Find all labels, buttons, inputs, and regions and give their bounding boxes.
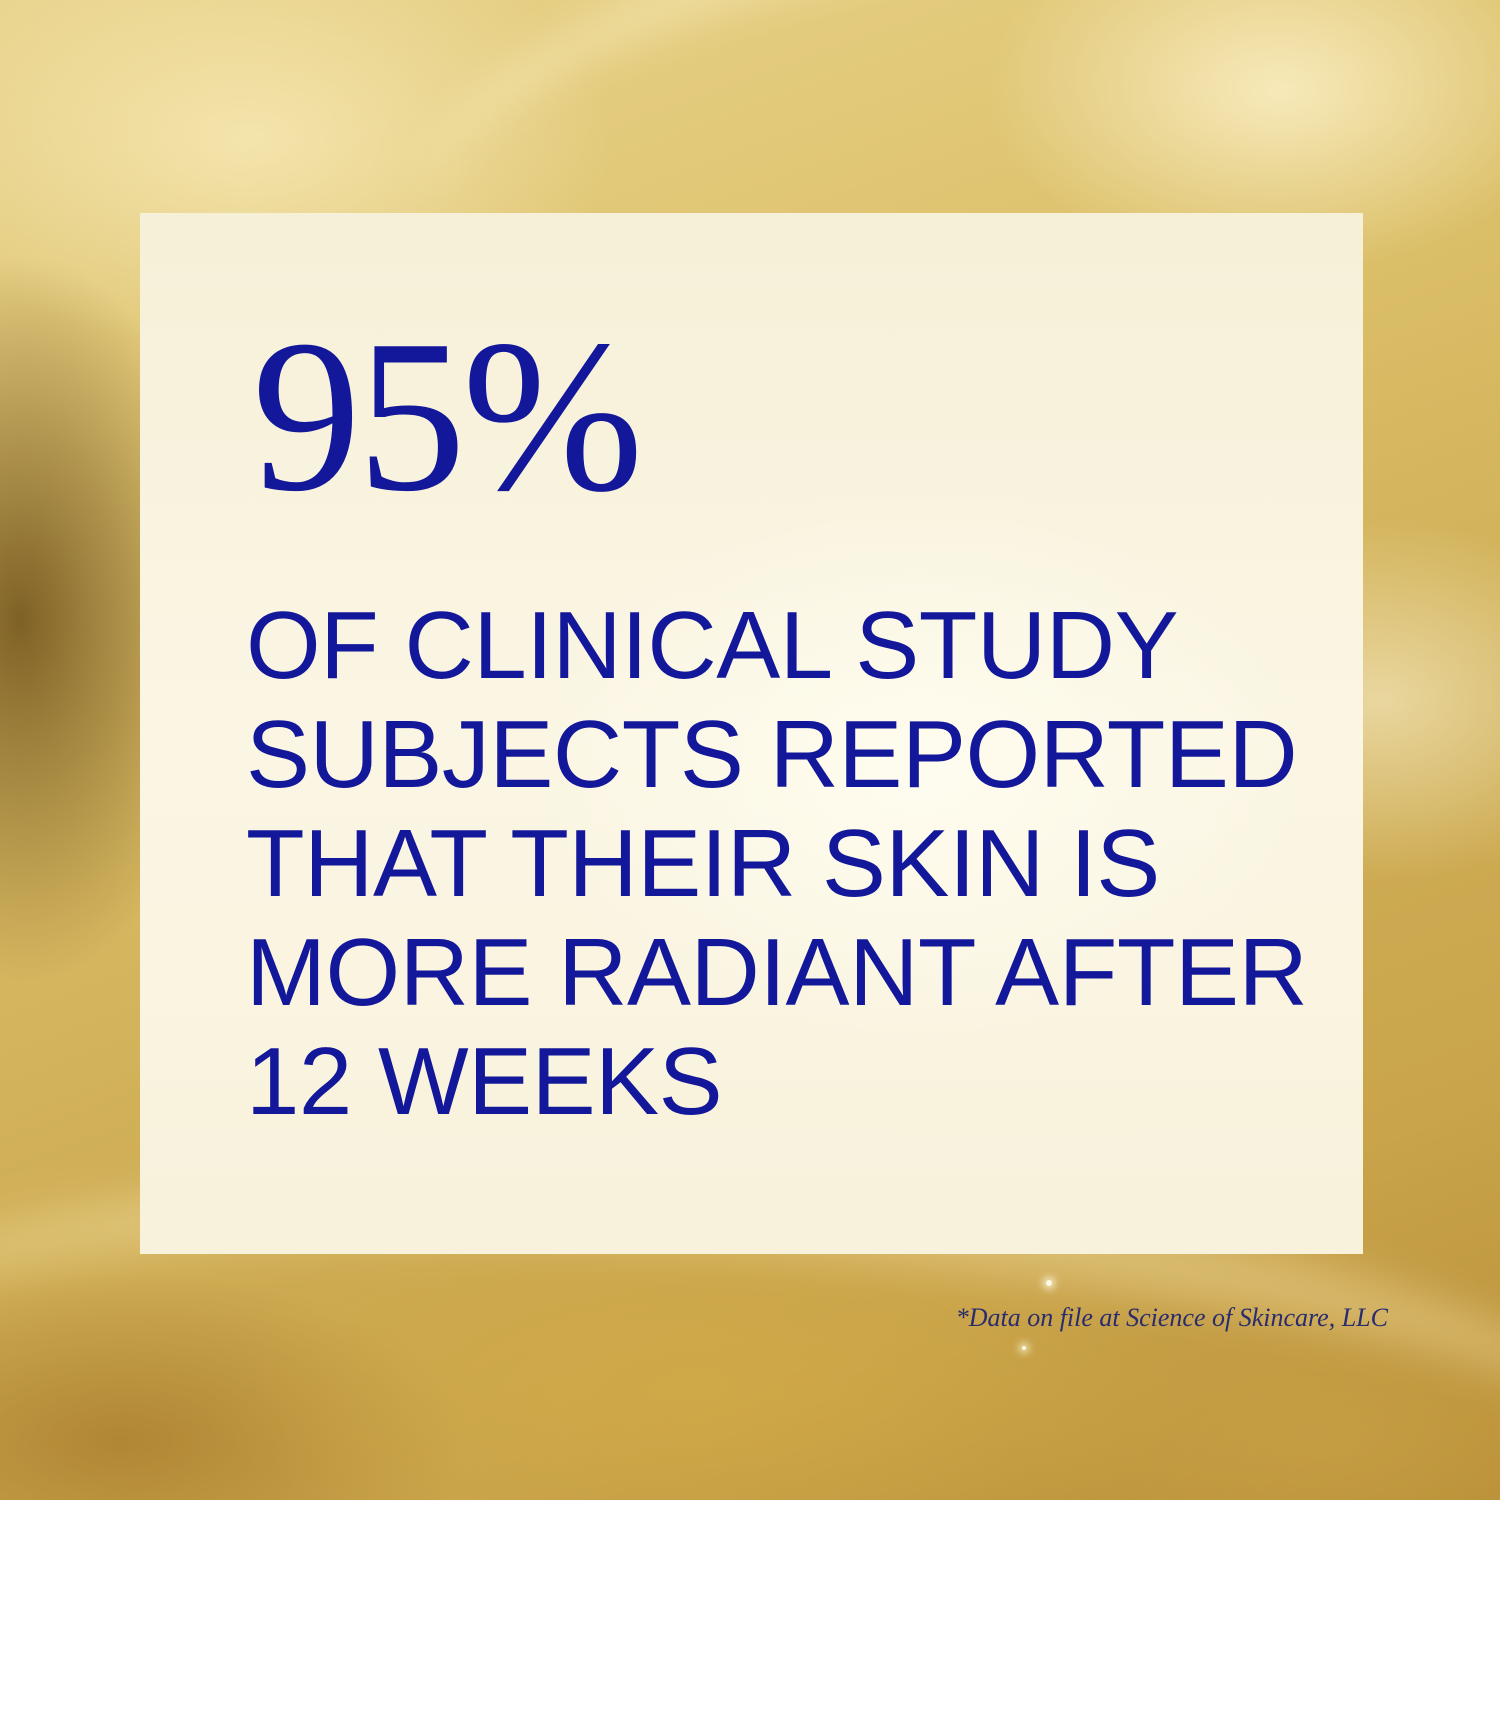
data-footnote: *Data on file at Science of Skincare, LL… (955, 1303, 1388, 1332)
sparkle-highlight (1022, 1346, 1026, 1350)
stat-percentage: 95% (252, 296, 644, 537)
sparkle-highlight (1046, 1280, 1052, 1286)
stat-card: 95% OF CLINICAL STUDY SUBJECTS REPORTED … (140, 213, 1363, 1254)
stat-statement: OF CLINICAL STUDY SUBJECTS REPORTED THAT… (246, 592, 1308, 1135)
